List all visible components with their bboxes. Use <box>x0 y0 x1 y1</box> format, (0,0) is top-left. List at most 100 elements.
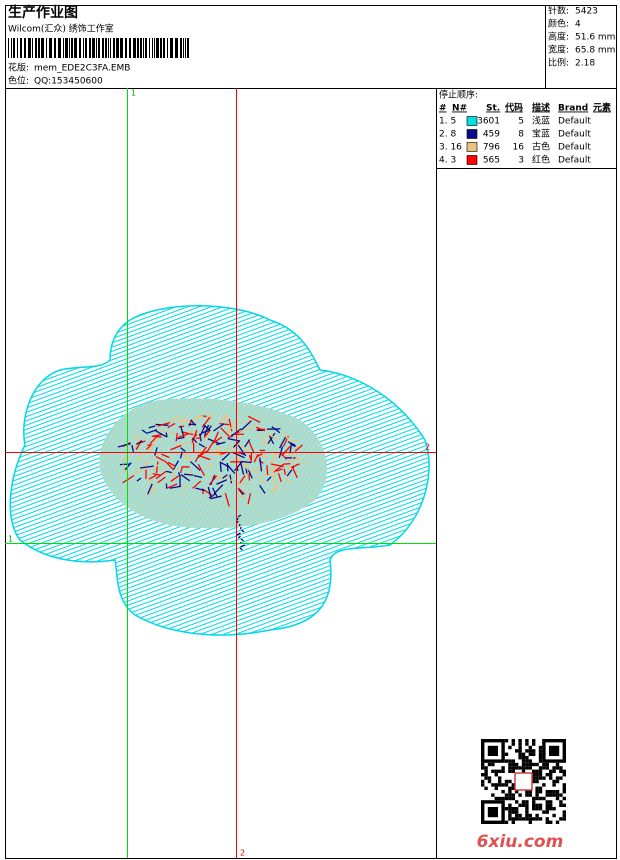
stitch <box>215 471 221 480</box>
qr-module <box>501 769 505 773</box>
bar-stripe <box>149 38 150 58</box>
stitch <box>271 483 280 494</box>
stitch <box>227 437 240 442</box>
qr-module <box>515 813 519 818</box>
design <box>9 305 430 636</box>
design-file: mem_EDE2C3FA.EMB <box>34 64 130 74</box>
qr-module <box>559 766 563 770</box>
qr-module <box>535 779 539 784</box>
qr-module <box>498 769 502 773</box>
qr-module <box>525 793 529 797</box>
stitch <box>173 460 180 470</box>
bar-stripe <box>49 38 52 58</box>
stitch <box>240 420 252 431</box>
stitch <box>151 462 161 471</box>
stitch <box>247 415 261 423</box>
qr-module <box>494 796 498 801</box>
code: 3 <box>518 156 524 166</box>
column-header: N# <box>452 104 467 114</box>
stitch <box>259 457 263 472</box>
qr-module <box>535 762 539 767</box>
qr-module <box>518 739 522 743</box>
stitch <box>295 454 299 462</box>
qr-module <box>521 769 526 773</box>
qr-module <box>481 773 485 777</box>
qr-module <box>511 820 515 824</box>
qr-module <box>559 803 563 807</box>
stitch <box>208 414 213 425</box>
qr-module <box>542 783 546 787</box>
qr-module <box>562 769 566 773</box>
stitch <box>271 426 281 434</box>
qr-module <box>515 817 519 821</box>
stitch <box>131 445 135 453</box>
stitch <box>219 461 229 468</box>
qr-module <box>521 756 526 760</box>
stitch <box>227 422 236 434</box>
bar-stripe <box>170 38 173 58</box>
qr-module <box>532 803 536 807</box>
qr-module <box>518 756 522 760</box>
qr-module <box>545 793 549 797</box>
qr-module <box>518 803 522 807</box>
stitch <box>191 433 198 441</box>
bar-stripe <box>102 38 104 58</box>
stitch <box>266 476 272 482</box>
qr-module <box>481 783 485 787</box>
qr-module <box>552 807 556 811</box>
stitch <box>155 461 159 474</box>
qr-module <box>545 810 549 814</box>
bar-stripe <box>96 38 97 58</box>
qr-module <box>511 783 515 787</box>
stitch <box>147 429 158 434</box>
bar-stripe <box>116 38 119 58</box>
qr-module <box>532 769 536 773</box>
stitch <box>166 483 178 489</box>
stitch <box>270 463 284 468</box>
qr-module <box>528 752 532 756</box>
color-swatch <box>466 129 478 139</box>
qr-module <box>511 807 515 811</box>
qr-module <box>562 817 566 821</box>
stitch <box>203 430 211 438</box>
stitch <box>201 430 208 434</box>
qr-module <box>538 756 543 760</box>
qr-module <box>538 759 543 763</box>
stitch <box>133 468 147 474</box>
stitch <box>220 427 230 437</box>
row-index: 4. 3 <box>439 156 456 166</box>
qr-module <box>511 766 515 770</box>
qr-module <box>535 790 539 794</box>
qr-module <box>535 803 539 807</box>
stitch <box>258 436 267 444</box>
qr-module <box>521 766 526 770</box>
stitch <box>279 436 287 449</box>
qr-module <box>491 783 495 787</box>
brand: Default <box>558 143 591 153</box>
column-header: # <box>439 104 447 114</box>
qr-module <box>508 769 512 773</box>
qr-module <box>559 769 563 773</box>
bar-stripe <box>185 38 186 58</box>
qr-module <box>525 817 529 821</box>
stitch <box>213 431 219 443</box>
stitch <box>241 529 245 533</box>
qr-module <box>491 762 495 767</box>
qr-module <box>538 745 543 750</box>
qr-module <box>538 786 543 790</box>
stitch <box>157 421 171 427</box>
stitch <box>237 444 247 457</box>
qr-module <box>559 793 563 797</box>
qr-module <box>484 766 488 770</box>
qr-module <box>487 779 492 784</box>
qr-module <box>511 817 515 821</box>
bar-stripe <box>58 38 61 58</box>
qr-module <box>549 820 553 824</box>
stitch <box>136 477 142 482</box>
qr-module <box>542 796 546 801</box>
qr-module <box>518 813 522 818</box>
qr-module <box>528 820 532 824</box>
qr-module <box>511 796 515 801</box>
stitch <box>180 447 186 452</box>
qr-module <box>525 762 529 767</box>
